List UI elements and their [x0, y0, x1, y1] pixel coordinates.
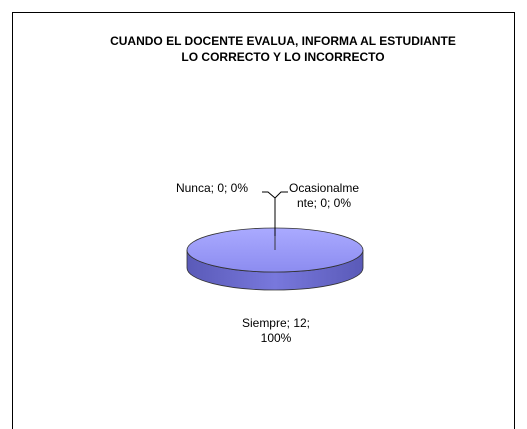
data-label: Siempre; 12; 100%: [241, 316, 311, 345]
chart-title: CUANDO EL DOCENTE EVALUA, INFORMA AL EST…: [110, 34, 456, 64]
leader-line: [262, 191, 276, 236]
pie: [186, 227, 364, 291]
data-label: Ocasionalmente; 0; 0%: [288, 181, 360, 210]
chart-frame: [12, 12, 515, 429]
data-label: Nunca; 0; 0%: [175, 181, 249, 195]
leader-line: [274, 191, 288, 199]
